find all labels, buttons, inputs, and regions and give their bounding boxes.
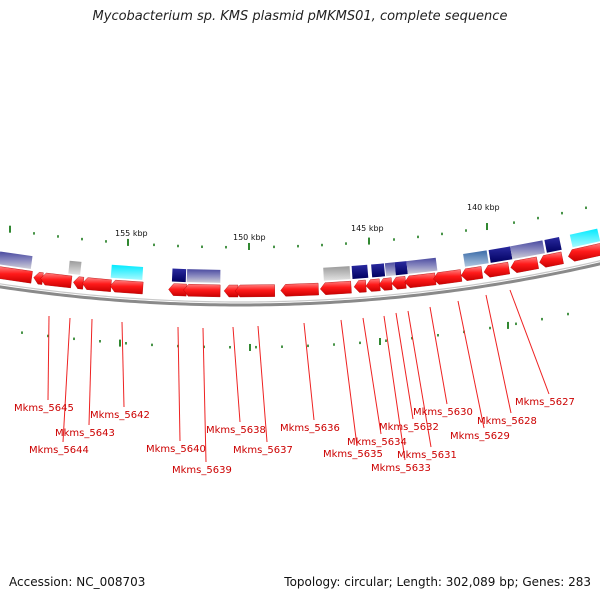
feature-block	[0, 251, 33, 269]
gene-label-leaders	[47, 289, 550, 463]
gene-arrow	[539, 251, 564, 268]
gene-label: Mkms_5638	[206, 425, 266, 436]
gene-arrow	[320, 280, 352, 295]
gene-label: Mkms_5634	[347, 437, 407, 448]
gene-arrow	[510, 256, 539, 273]
gene-leader-line	[303, 322, 315, 421]
gene-leader-line	[62, 317, 71, 443]
scale-label: 145 kbp	[351, 224, 384, 233]
feature-block	[394, 261, 408, 276]
gene-label: Mkms_5639	[172, 465, 232, 476]
gene-arrow	[82, 277, 112, 292]
feature-track	[0, 228, 600, 298]
gene-label: Mkms_5640	[146, 444, 206, 455]
gene-leader-line	[340, 319, 358, 447]
gene-label: Mkms_5631	[397, 450, 457, 461]
feature-block	[510, 240, 545, 260]
feature-block	[351, 264, 369, 279]
feature-block	[68, 260, 82, 275]
gene-leader-line	[121, 321, 125, 408]
gene-arrow	[183, 283, 221, 298]
feature-block	[488, 246, 513, 263]
gene-leader-line	[383, 315, 406, 461]
gene-label: Mkms_5645	[14, 403, 74, 414]
gene-arrow	[353, 279, 367, 293]
gene-label: Mkms_5635	[323, 449, 383, 460]
gene-arrow	[234, 284, 276, 298]
gene-arrow	[40, 272, 73, 289]
gene-leader-line	[407, 310, 432, 448]
gene-arrow	[365, 278, 381, 292]
gene-label: Mkms_5630	[413, 407, 473, 418]
scale-label: 150 kbp	[233, 233, 266, 242]
gene-leader-line	[395, 312, 414, 420]
gene-leader-line	[485, 294, 512, 414]
gene-label: Mkms_5628	[477, 416, 537, 427]
gene-leader-line	[88, 318, 93, 426]
sequence-backbone	[0, 260, 600, 307]
gene-leader-line	[202, 327, 207, 463]
gene-arrow	[33, 271, 44, 285]
feature-block	[569, 228, 600, 248]
gene-label: Mkms_5637	[233, 445, 293, 456]
feature-block	[371, 263, 386, 278]
gene-leader-line	[232, 326, 241, 423]
gene-labels: Mkms_5645 Mkms_5644 Mkms_5643 Mkms_5642 Mkms…	[14, 397, 575, 476]
feature-block	[186, 269, 221, 283]
gene-label: Mkms_5629	[450, 431, 510, 442]
gene-arrow	[568, 243, 600, 262]
gene-arrow	[73, 276, 85, 290]
feature-block	[406, 257, 438, 274]
gene-label: Mkms_5636	[280, 423, 340, 434]
gene-arrow	[223, 284, 239, 298]
gene-leader-line	[457, 300, 485, 429]
feature-block	[171, 268, 187, 283]
gene-leader-line	[177, 326, 181, 442]
feature-block	[384, 262, 396, 277]
backbone-inner-line	[0, 260, 600, 303]
feature-block	[110, 264, 144, 280]
accession-text: Accession: NC_008703	[9, 575, 146, 589]
scale-labels: 155 kbp 150 kbp 145 kbp 140 kbp	[115, 203, 500, 242]
gene-arrow	[0, 266, 33, 284]
gene-label: Mkms_5644	[29, 445, 89, 456]
gene-label: Mkms_5633	[371, 463, 431, 474]
gene-arrow	[483, 261, 511, 278]
gene-label: Mkms_5642	[90, 410, 150, 421]
backbone-outer-line	[0, 262, 600, 307]
gene-label: Mkms_5632	[379, 422, 439, 433]
gene-leader-line	[47, 315, 50, 401]
gene-arrow	[378, 277, 393, 291]
scale-label: 140 kbp	[467, 203, 500, 212]
gene-arrow	[391, 276, 407, 290]
gene-arrow	[404, 272, 437, 289]
scale-label: 155 kbp	[115, 229, 148, 238]
topology-summary: Topology: circular; Length: 302,089 bp; …	[284, 575, 591, 589]
gene-label: Mkms_5627	[515, 397, 575, 408]
gene-arrow	[168, 283, 187, 297]
gene-leader-line	[362, 317, 382, 435]
gene-label: Mkms_5643	[55, 428, 115, 439]
gene-leader-line	[429, 306, 448, 405]
gene-arrow	[433, 269, 463, 285]
feature-block	[544, 237, 562, 253]
map-title: Mycobacterium sp. KMS plasmid pMKMS01, c…	[92, 9, 508, 24]
feature-block	[323, 266, 351, 281]
gene-arrow	[109, 279, 144, 295]
gene-leader-line	[257, 325, 268, 443]
scale-ticks	[9, 206, 587, 351]
gene-arrow	[280, 282, 319, 297]
feature-block	[463, 250, 489, 267]
gene-leader-line	[509, 289, 550, 395]
gene-arrow	[460, 266, 484, 281]
